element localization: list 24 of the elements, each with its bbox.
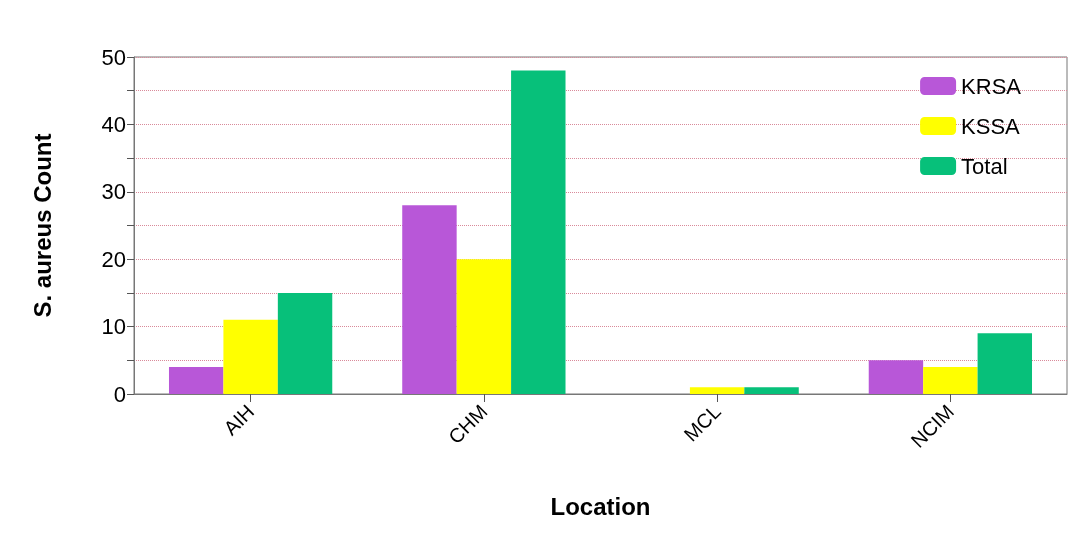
bar [277, 292, 333, 394]
y-axis-title: S. aureus Count [28, 133, 56, 318]
y-tick-label: 20 [101, 246, 126, 272]
bar [511, 70, 566, 394]
bar [977, 333, 1033, 394]
x-axis-title: Location [550, 492, 651, 520]
bar [223, 319, 278, 394]
bar [456, 259, 512, 394]
legend-label: KRSA [961, 73, 1022, 99]
bar [923, 367, 978, 394]
bar [868, 360, 924, 394]
y-tick-label: 40 [101, 111, 126, 137]
x-tick-label: MCL [679, 400, 725, 446]
y-tick-label: 50 [101, 44, 126, 70]
legend-label: Total [961, 153, 1008, 179]
legend-label: KSSA [961, 113, 1021, 139]
y-tick-label: 0 [113, 381, 126, 407]
bar [168, 367, 224, 394]
x-tick-label: AIH [219, 400, 259, 440]
bar [402, 205, 457, 394]
y-tick-label: 10 [101, 314, 126, 340]
bar [689, 387, 745, 394]
y-tick-label: 30 [101, 179, 126, 205]
bar [744, 387, 799, 394]
